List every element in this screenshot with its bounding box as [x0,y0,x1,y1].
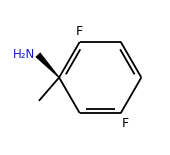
Text: H₂N: H₂N [13,48,36,61]
Polygon shape [35,52,60,78]
Text: F: F [76,25,83,38]
Text: F: F [122,117,129,130]
